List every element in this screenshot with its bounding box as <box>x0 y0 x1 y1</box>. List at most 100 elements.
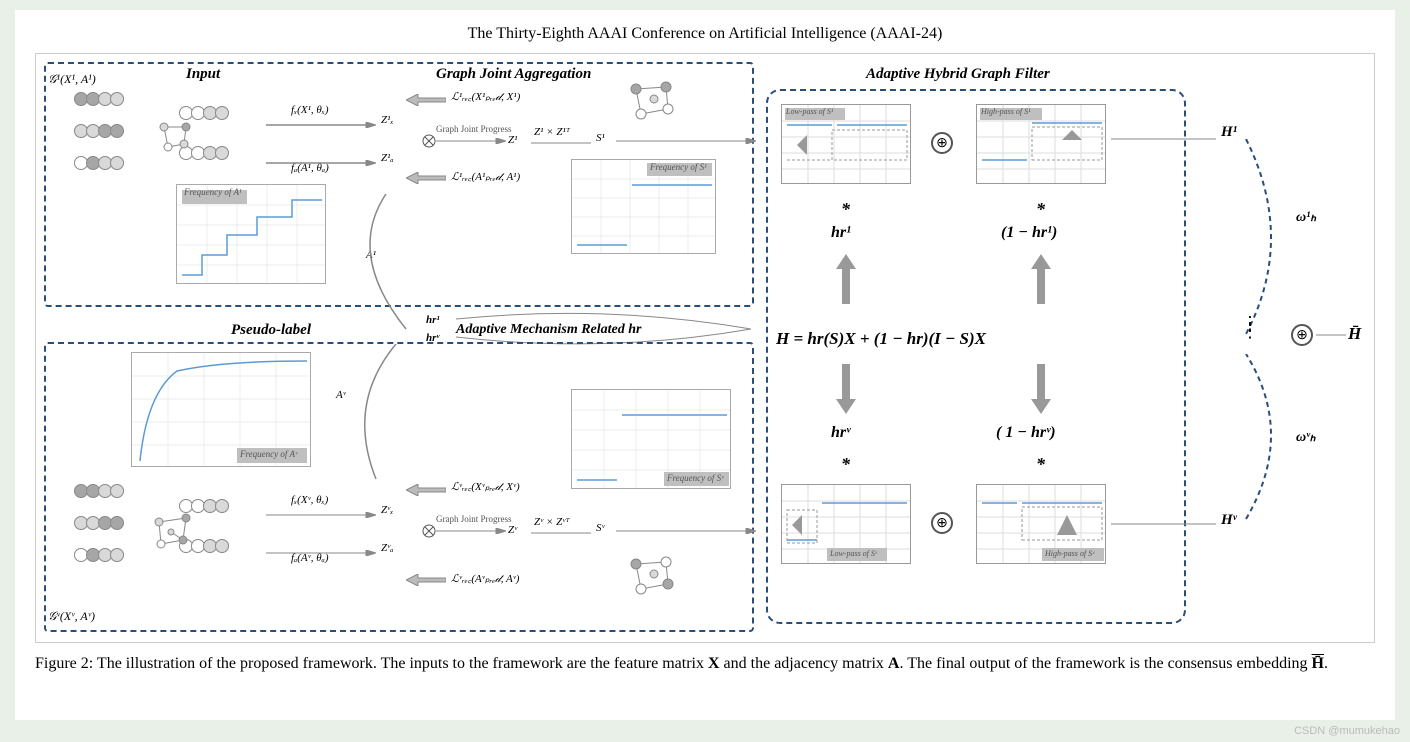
za1-label: Z¹ₐ <box>381 152 394 164</box>
star-label: * <box>1036 454 1045 475</box>
caption-A: A <box>888 655 900 672</box>
up-arrow-icon <box>836 254 856 304</box>
arrow-icon <box>531 142 591 144</box>
lowpass-s1-label: Low-pass of S¹ <box>786 107 833 116</box>
highpass-s1-chart <box>976 104 1106 184</box>
freq-chart-s1 <box>571 159 716 254</box>
zav-label: Zᵛₐ <box>381 542 393 554</box>
arrow-icon <box>266 122 376 128</box>
freq-s1-label: Frequency of S¹ <box>650 162 707 172</box>
figure-frame: Input 𝒢¹(X¹, A¹) <box>35 53 1375 643</box>
input-label: Input <box>186 66 220 83</box>
down-arrow-icon <box>1031 364 1051 414</box>
watermark: CSDN @mumukehao <box>1294 725 1400 737</box>
freq-av-label: Frequency of Aᵛ <box>240 449 298 459</box>
caption-text: Figure 2: The illustration of the propos… <box>35 655 708 672</box>
whv-label: ωᵛₕ <box>1296 429 1315 446</box>
lowpass-s1-chart <box>781 104 911 184</box>
plus-icon: ⊕ <box>1291 324 1313 346</box>
node-row <box>76 92 124 106</box>
mini-graph-icon <box>626 79 681 124</box>
connector <box>336 194 456 334</box>
arrow-icon <box>406 484 446 496</box>
highpass-s1-label: High-pass of S¹ <box>981 107 1031 116</box>
zv-label: Zᵛ <box>508 524 517 536</box>
paper-page: The Thirty-Eighth AAAI Conference on Art… <box>15 10 1395 720</box>
g1-label: 𝒢¹(X¹, A¹) <box>48 72 96 87</box>
vertical-dots-icon: ⋮⋮ <box>1241 319 1259 335</box>
arrow-icon <box>266 160 376 166</box>
one-minus-hr1-label: (1 − hr¹) <box>1001 224 1057 242</box>
connector <box>1111 134 1221 144</box>
node-row <box>76 548 124 562</box>
connector <box>1111 519 1221 529</box>
node-row <box>76 516 124 530</box>
caption-X: X <box>708 655 720 672</box>
star-label: * <box>1036 199 1045 220</box>
joint-progress-label: Graph Joint Progress <box>436 514 512 524</box>
z1-label: Z¹ <box>508 134 517 146</box>
arrow-icon <box>436 138 506 144</box>
zz1-label: Z¹ × Z¹ᵀ <box>534 126 570 138</box>
arrow-icon <box>406 94 446 106</box>
joint-progress-label: Graph Joint Progress <box>436 124 512 134</box>
lrec-a1-label: ℒ¹ᵣₑ꜀(A¹ₚᵣₑ𝒹, A¹) <box>451 169 520 184</box>
arrow-icon <box>531 532 591 534</box>
lrec-x1-label: ℒ¹ᵣₑ꜀(X¹ₚᵣₑ𝒹, X¹) <box>451 89 520 104</box>
freq-a1-label: Frequency of A¹ <box>184 187 242 197</box>
fx1-label: fₓ(X¹, θₓ) <box>291 104 329 116</box>
zx1-label: Z¹ₓ <box>381 114 394 126</box>
Hbar-label: H̄ <box>1348 324 1361 344</box>
arrow-icon <box>436 528 506 534</box>
figure-caption: Figure 2: The illustration of the propos… <box>35 653 1375 675</box>
connector <box>326 344 426 484</box>
lowpass-sv-label: Low-pass of Sᵛ <box>830 549 877 558</box>
lrec-xv-label: ℒᵛᵣₑ꜀(Xᵛₚᵣₑ𝒹, Xᵛ) <box>451 479 520 494</box>
node-row <box>76 124 124 138</box>
freq-chart-a1 <box>176 184 326 284</box>
highpass-sv-label: High-pass of Sᵛ <box>1045 549 1094 558</box>
arrow-icon <box>406 172 446 184</box>
plus-icon: ⊕ <box>931 512 953 534</box>
node-row <box>181 499 229 513</box>
sv-label: Sᵛ <box>596 522 605 534</box>
plus-icon: ⊕ <box>931 132 953 154</box>
bracket <box>1241 139 1301 339</box>
freq-sv-label: Frequency of Sᵛ <box>667 473 724 483</box>
hrv-label: hrᵛ <box>831 424 850 442</box>
arrow-icon <box>616 528 756 534</box>
node-row <box>181 106 229 120</box>
s1-label: S¹ <box>596 132 605 144</box>
arrow-icon <box>406 574 446 586</box>
gv-label: 𝒢ᵛ(Xᵛ, Aᵛ) <box>48 609 95 624</box>
lrec-av-label: ℒᵛᵣₑ꜀(Aᵛₚᵣₑ𝒹, Aᵛ) <box>451 571 519 586</box>
one-minus-hrv-label: ( 1 − hrᵛ) <box>996 424 1056 442</box>
star-label: * <box>841 454 850 475</box>
hr1-mid-label: hr¹ <box>426 314 440 326</box>
tensor-icon <box>422 524 436 538</box>
hr1-label: hr¹ <box>831 224 851 242</box>
filter-label: Adaptive Hybrid Graph Filter <box>866 66 1050 83</box>
pseudo-label: Pseudo-label <box>231 322 311 339</box>
Hv-label: Hᵛ <box>1221 512 1237 529</box>
mini-graph-icon <box>626 554 681 599</box>
caption-H: H̄ <box>1312 655 1324 672</box>
zzv-label: Zᵛ × Zᵛᵀ <box>534 516 570 528</box>
up-arrow-icon <box>1031 254 1051 304</box>
bracket <box>1241 354 1301 524</box>
down-arrow-icon <box>836 364 856 414</box>
fxv-label: fₓ(Xᵛ, θₓ) <box>291 494 328 506</box>
connector <box>1316 334 1346 336</box>
arrow-icon <box>616 138 756 144</box>
arrow-icon <box>266 550 376 556</box>
arrow-icon <box>266 512 376 518</box>
tensor-icon <box>422 134 436 148</box>
node-row <box>76 156 124 170</box>
star-label: * <box>841 199 850 220</box>
caption-text: . <box>1324 655 1328 672</box>
H1-label: H¹ <box>1221 124 1237 141</box>
wh1-label: ω¹ₕ <box>1296 209 1316 226</box>
mini-graph-icon <box>151 512 196 552</box>
node-row <box>76 484 124 498</box>
caption-text: and the adjacency matrix <box>720 655 888 672</box>
